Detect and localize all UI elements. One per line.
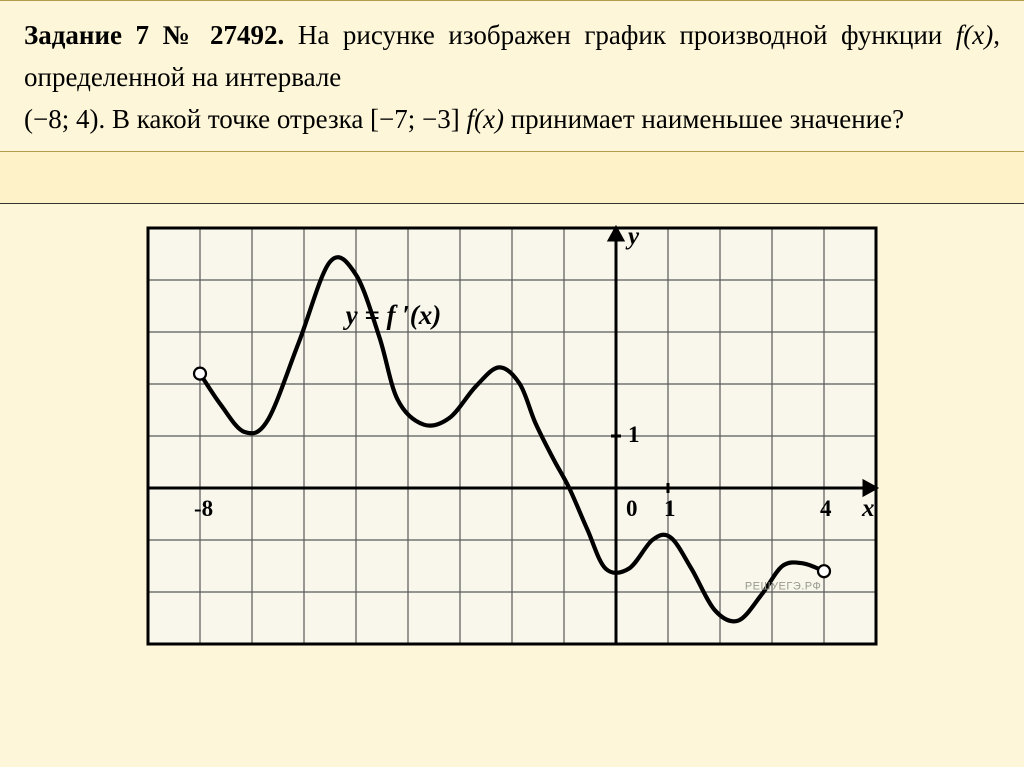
svg-text:y: y xyxy=(625,223,640,250)
page: Задание 7 № 27492. На рисунке изображен … xyxy=(0,0,1024,767)
placeholder-band xyxy=(0,152,1024,204)
svg-text:1: 1 xyxy=(664,496,676,521)
derivative-graph: x y -8 0 1 4 1 y = f ′(x) РЕШУЕГЭ.РФ xyxy=(142,222,882,650)
task-label: Задание 7 № 27492. xyxy=(24,20,284,50)
svg-text:y = f ′(x): y = f ′(x) xyxy=(343,300,442,330)
svg-text:РЕШУЕГЭ.РФ: РЕШУЕГЭ.РФ xyxy=(745,580,822,592)
f-of-x-1: f(x) xyxy=(956,20,993,50)
svg-text:4: 4 xyxy=(820,496,832,521)
svg-text:1: 1 xyxy=(628,422,640,447)
svg-text:x: x xyxy=(861,495,875,522)
text-1: На рисунке изображен график производной … xyxy=(284,20,955,50)
text-3: (−8; 4). В какой точке отрезка [−7; −3] xyxy=(24,104,467,134)
figure-wrap: x y -8 0 1 4 1 y = f ′(x) РЕШУЕГЭ.РФ xyxy=(0,204,1024,650)
svg-text:-8: -8 xyxy=(194,496,213,521)
text-4: принимает наименьшее значение? xyxy=(504,104,904,134)
svg-text:0: 0 xyxy=(626,496,638,521)
f-of-x-2: f(x) xyxy=(467,104,504,134)
problem-statement: Задание 7 № 27492. На рисунке изображен … xyxy=(0,0,1024,152)
